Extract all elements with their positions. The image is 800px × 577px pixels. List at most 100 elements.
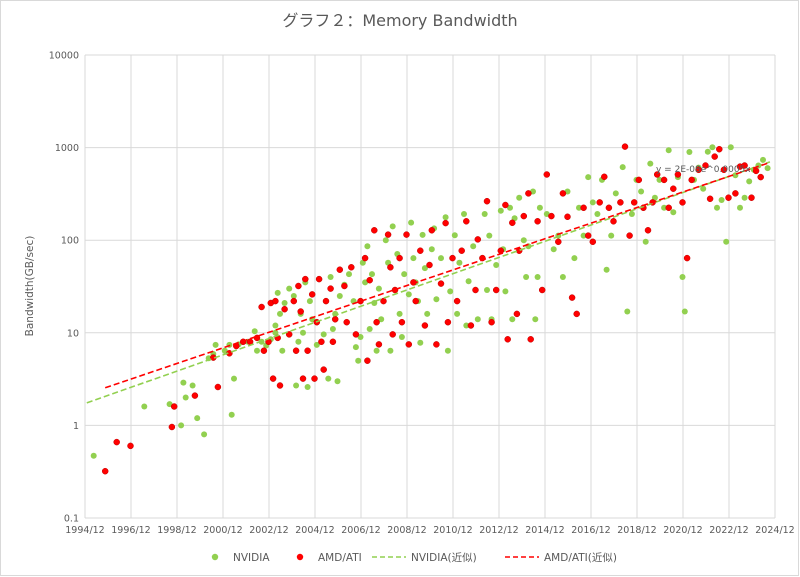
- nvidia-point: [387, 347, 394, 354]
- nvidia-point: [700, 185, 707, 192]
- nvidia-point: [251, 328, 258, 335]
- amd-point: [396, 254, 403, 262]
- amd-point: [596, 199, 603, 206]
- amd-point: [285, 331, 293, 338]
- nvidia-point: [603, 266, 610, 273]
- amd-point: [281, 305, 288, 313]
- amd-point: [444, 318, 452, 326]
- amd-point: [331, 316, 339, 323]
- amd-point: [527, 336, 534, 343]
- nvidia-point: [619, 164, 626, 171]
- nvidia-point: [405, 291, 412, 298]
- amd-point: [463, 218, 470, 225]
- nvidia-point: [373, 347, 380, 354]
- nvidia-point: [709, 144, 716, 151]
- amd-point: [375, 341, 383, 348]
- amd-point: [660, 176, 668, 184]
- nvidia-point: [589, 199, 596, 206]
- x-tick-label: 2016/12: [571, 525, 610, 536]
- amd-point: [127, 442, 134, 450]
- x-tick-label: 2012/12: [479, 525, 518, 536]
- nvidia-point: [290, 293, 297, 299]
- nvidia-point: [559, 274, 566, 280]
- amd-point: [688, 176, 695, 184]
- x-tick-label: 2008/12: [387, 525, 426, 536]
- amd-point: [720, 166, 728, 174]
- amd-point: [449, 254, 456, 262]
- nvidia-point: [221, 347, 228, 354]
- amd-point: [626, 232, 633, 239]
- amd-point: [665, 204, 672, 212]
- nvidia-point: [433, 296, 440, 303]
- nvidia-point: [651, 194, 658, 201]
- amd-point: [357, 297, 364, 305]
- amd-point: [391, 286, 399, 294]
- amd-point: [292, 347, 300, 354]
- x-tick-label: 1998/12: [157, 525, 196, 536]
- nvidia-point: [493, 262, 500, 268]
- amd-point: [716, 145, 723, 153]
- nvidia-point: [194, 415, 201, 422]
- nvidia-point: [438, 255, 444, 262]
- amd-point: [380, 297, 387, 305]
- nvidia-point: [523, 274, 530, 280]
- nvidia-point: [336, 293, 343, 299]
- nvidia-point: [444, 347, 451, 354]
- amd-point: [630, 199, 638, 206]
- amd-point: [741, 162, 748, 169]
- amd-point: [474, 236, 482, 243]
- amd-point: [417, 247, 424, 254]
- x-tick-label: 1994/12: [65, 525, 104, 536]
- nvidia-trendline: [86, 161, 771, 404]
- x-tick-label: 2014/12: [525, 525, 564, 536]
- nvidia-point: [723, 238, 730, 245]
- x-tick-label: 2018/12: [617, 525, 656, 536]
- nvidia-point: [642, 238, 649, 245]
- nvidia-point: [507, 204, 513, 211]
- y-tick-label: 0.1: [64, 514, 79, 525]
- amd-point: [706, 195, 714, 203]
- nvidia-point: [201, 431, 208, 438]
- nvidia-point: [484, 287, 490, 293]
- nvidia-point: [656, 176, 663, 183]
- nvidia-point: [378, 316, 385, 323]
- amd-point: [580, 204, 587, 212]
- nvidia-point: [580, 232, 587, 239]
- trend-equation: y = 2E-08e^0.0005x: [656, 165, 751, 175]
- amd-point: [412, 297, 419, 305]
- data-points: [90, 143, 771, 475]
- amd-point: [389, 331, 396, 338]
- legend-label-nvidia-trend: NVIDIA(近似): [411, 551, 477, 564]
- amd-point: [525, 190, 532, 197]
- amd-point: [752, 167, 760, 175]
- y-axis-label: Bandwidth(GB/sec): [24, 236, 36, 337]
- amd-point: [113, 438, 120, 446]
- amd-point: [403, 231, 410, 238]
- amd-point: [297, 308, 304, 315]
- nvidia-point: [746, 178, 753, 185]
- nvidia-point: [304, 384, 311, 390]
- amd-point: [653, 171, 661, 178]
- amd-point: [589, 238, 597, 246]
- nvidia-point: [182, 394, 189, 401]
- nvidia-point: [594, 211, 601, 217]
- nvidia-point: [550, 246, 557, 253]
- nvidia-point: [389, 223, 396, 230]
- nvidia-point: [502, 288, 509, 295]
- nvidia-point: [408, 219, 415, 226]
- nvidia-point: [456, 259, 463, 266]
- amd-point: [453, 297, 461, 305]
- nvidia-point: [396, 310, 403, 317]
- amd-point: [170, 403, 178, 410]
- nvidia-point: [638, 188, 645, 195]
- nvidia-point: [447, 288, 454, 295]
- nvidia-point: [346, 271, 352, 278]
- nvidia-point: [497, 207, 504, 214]
- x-tick-label: 2002/12: [249, 525, 288, 536]
- nvidia-point: [359, 259, 366, 266]
- amd-point: [683, 254, 691, 262]
- nvidia-point: [714, 204, 720, 211]
- nvidia-point: [454, 310, 461, 317]
- nvidia-point: [704, 148, 711, 155]
